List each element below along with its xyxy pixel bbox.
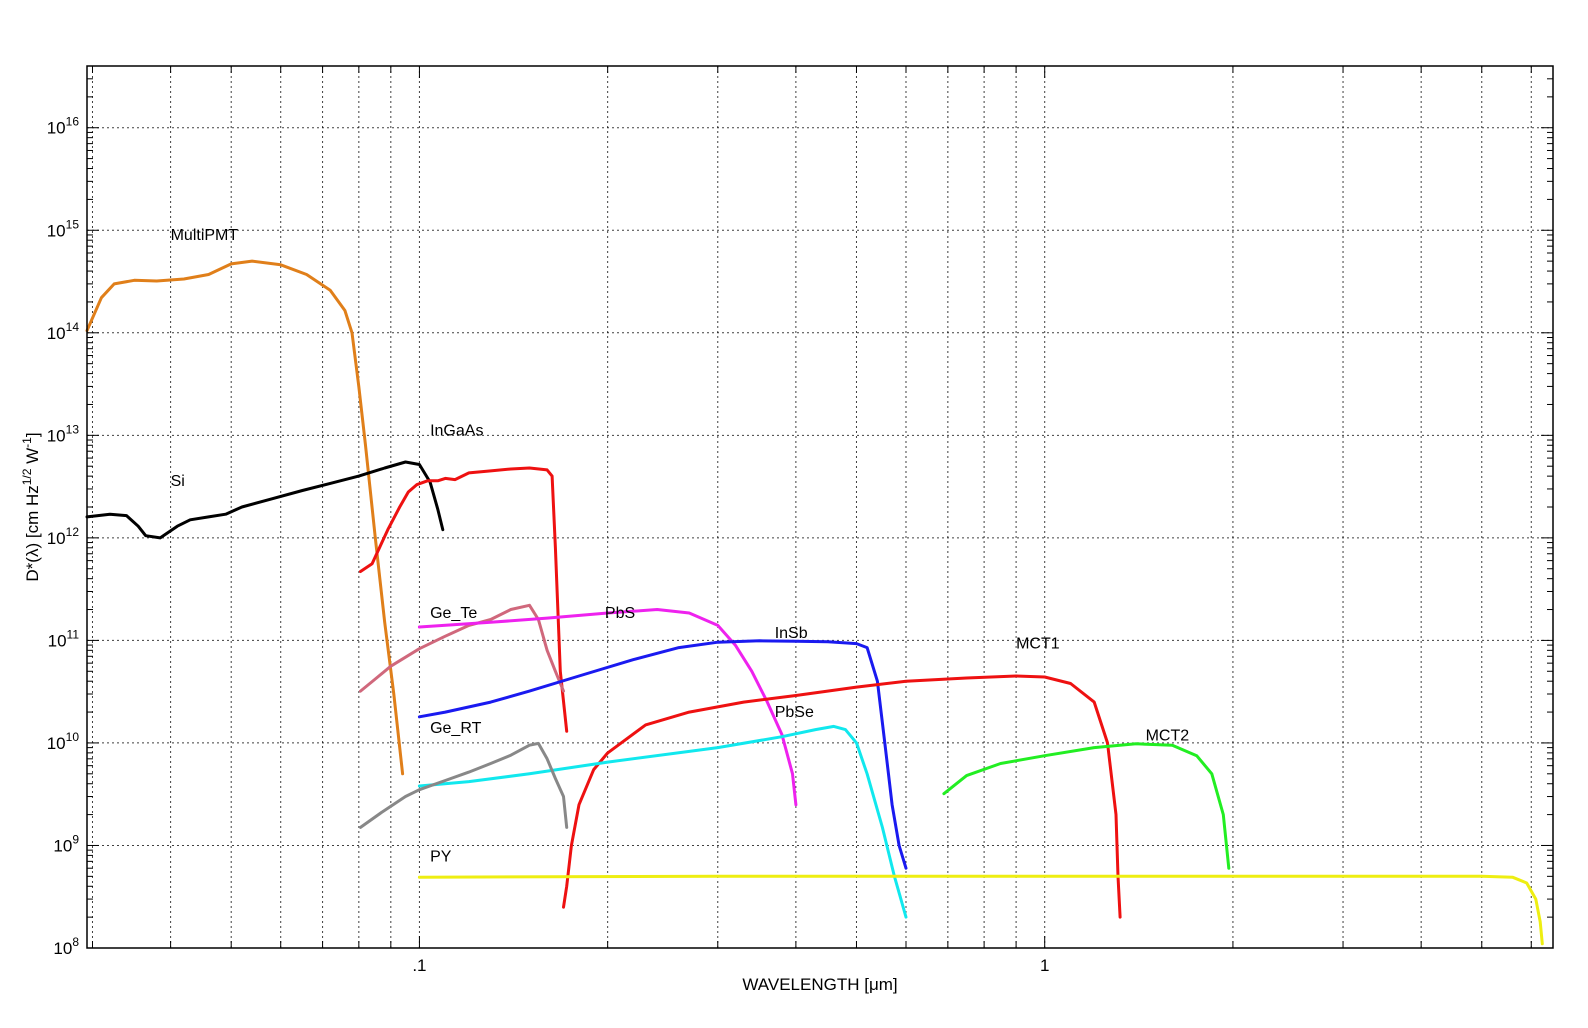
series-line-si (85, 460, 445, 540)
y-tick-base: 10 (47, 221, 66, 240)
y-axis-label-sup2: -1 (20, 437, 34, 448)
x-tick-labels: .1 1 (412, 956, 1049, 975)
series-label-multipmt: MultiPMT (171, 227, 239, 244)
series-line-ingaas (359, 466, 569, 733)
series-line-pbse (417, 724, 908, 919)
y-tick-label: 1011 (48, 627, 80, 650)
y-tick-label: 1014 (47, 320, 80, 343)
series-label-pbse: PbSe (775, 704, 814, 721)
y-tick-label: 109 (53, 832, 79, 855)
series-label-ge-rt: Ge_RT (430, 720, 482, 737)
y-tick-base: 10 (47, 324, 66, 343)
y-tick-exponent: 10 (66, 730, 80, 744)
series-line-insb (417, 639, 908, 870)
series-line-ge-te (359, 603, 565, 693)
series-labels: MultiPMT Si InGaAs Ge_Te PbS InSb MCT1 PbSe Ge_R… (171, 227, 1190, 865)
y-tick-label: 1016 (47, 115, 80, 138)
x-tick-label: .1 (412, 956, 426, 975)
y-tick-exponent: 11 (67, 627, 80, 641)
y-axis-label-sup1: 1/2 (20, 468, 34, 485)
tick-marks (87, 66, 1553, 949)
series-label-ingaas: InGaAs (430, 422, 483, 439)
y-tick-base: 10 (53, 939, 72, 958)
y-axis-label-main: D*(λ) [cm Hz (23, 485, 42, 581)
y-tick-label: 108 (53, 935, 79, 958)
y-tick-base: 10 (53, 836, 72, 855)
y-tick-exponent: 9 (72, 832, 79, 846)
series-label-py: PY (430, 848, 452, 865)
y-tick-base: 10 (47, 529, 66, 548)
series-line-py (417, 874, 1544, 946)
y-axis-label: D*(λ) [cm Hz1/2 W-1] (20, 432, 42, 581)
y-axis-label-unit: W (23, 448, 42, 469)
x-axis-label: WAVELENGTH [μm] (742, 975, 897, 994)
y-tick-label: 1013 (47, 422, 80, 445)
series-line-multipmt (85, 259, 405, 776)
y-axis-label-close: ] (23, 432, 42, 437)
series-line-mct2 (942, 742, 1231, 870)
series-label-ge-te: Ge_Te (430, 605, 477, 622)
series-label-pbs: PbS (605, 605, 635, 622)
y-tick-base: 10 (48, 631, 67, 650)
y-tick-exponent: 15 (66, 217, 80, 231)
y-tick-base: 10 (47, 119, 66, 138)
y-tick-exponent: 14 (66, 320, 80, 334)
y-tick-exponent: 16 (66, 115, 80, 129)
data-series (85, 259, 1544, 946)
y-tick-label: 1010 (47, 730, 80, 753)
x-tick-label: 1 (1040, 956, 1049, 975)
series-label-si: Si (171, 473, 185, 490)
series-label-mct1: MCT1 (1016, 636, 1060, 653)
y-tick-base: 10 (47, 734, 66, 753)
grid-lines (87, 66, 1553, 948)
series-label-insb: InSb (775, 625, 808, 642)
y-tick-exponent: 12 (66, 525, 80, 539)
series-label-mct2: MCT2 (1146, 727, 1190, 744)
series-line-mct1 (562, 674, 1122, 919)
y-tick-base: 10 (47, 426, 66, 445)
y-tick-exponent: 8 (72, 935, 79, 949)
series-line-pbs (417, 608, 798, 807)
y-tick-label: 1012 (47, 525, 80, 548)
y-tick-exponent: 13 (66, 422, 80, 436)
y-tick-label: 1015 (47, 217, 80, 240)
series-line-ge-rt (359, 741, 569, 829)
